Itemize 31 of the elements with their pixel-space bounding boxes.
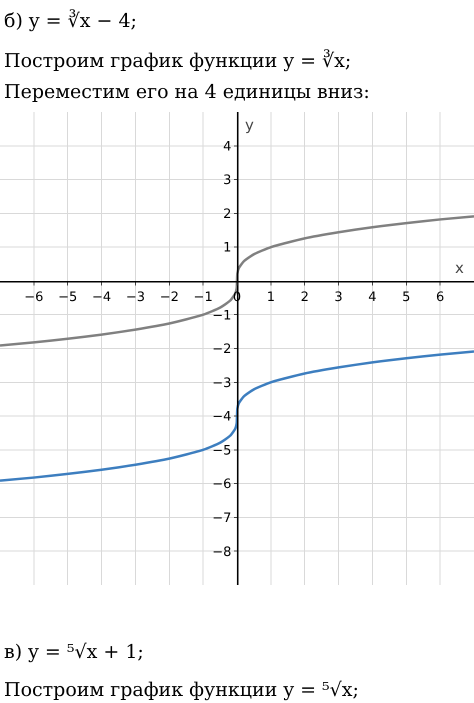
y-tick-label: −4 [212,410,232,425]
y-tick-label: −8 [212,544,232,560]
x-tick-label: −4 [92,290,112,306]
x-tick-label: −6 [24,290,44,306]
x-axis-title: x [455,259,464,277]
y-tick-label: −5 [212,443,232,458]
y-tick-label: 2 [223,206,232,222]
x-tick-label: 1 [266,290,275,306]
x-tick-label: 2 [300,290,309,306]
x-tick-label: 5 [402,290,410,306]
y-tick-label: −3 [212,376,232,391]
x-tick-label: −1 [194,290,213,306]
text: Переместим его на 4 единицы вниз: [4,81,370,103]
y-tick-label: −6 [212,477,232,492]
x-tick-label: 3 [334,290,343,306]
x-tick-label: −3 [126,290,146,306]
x-tick-label: 4 [368,290,377,306]
chart-subtitle: Построим график функции y = ∛x; [4,49,352,72]
text: в) y = ⁵√x + 1; [4,641,144,663]
chart-title: б) y = ∛x − 4; [4,9,137,32]
y-tick-label: −1 [212,308,232,324]
y-tick-label: 1 [223,240,232,256]
y-tick-label: 3 [223,173,232,188]
x-tick-label: −5 [58,290,78,306]
y-tick-label: 4 [223,139,232,154]
y-tick-label: −2 [212,342,232,358]
y-axis-title: y [245,116,254,134]
x-tick-label: 6 [436,290,444,306]
x-tick-label: −2 [160,290,179,306]
text: Построим график функции y = ⁵√x; [4,679,359,701]
y-tick-label: −7 [212,510,232,526]
